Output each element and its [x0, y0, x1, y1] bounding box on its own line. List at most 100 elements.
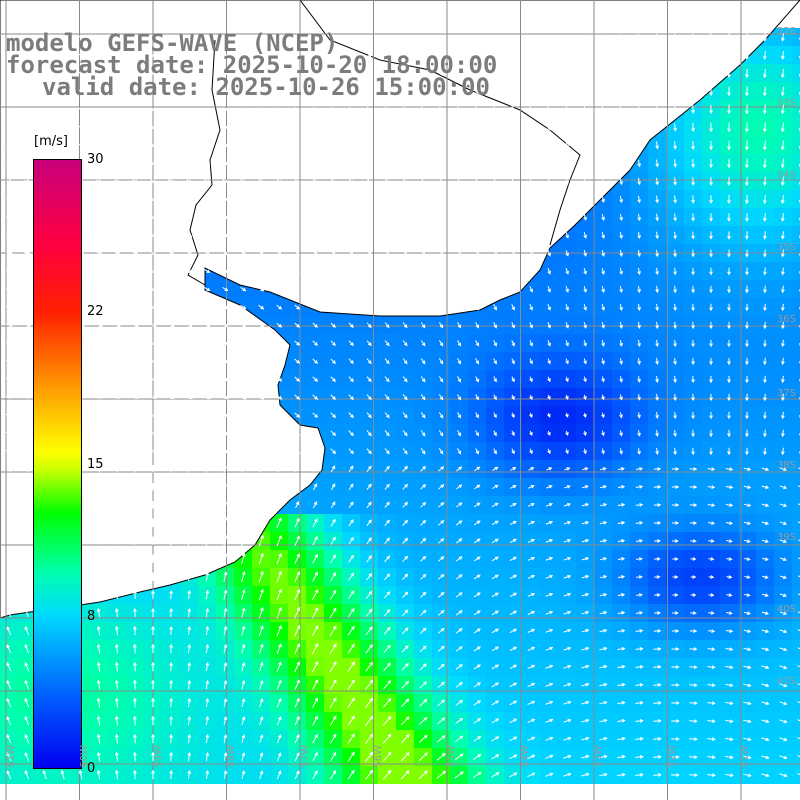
wind-vector-arrow	[60, 107, 67, 111]
wind-vector-arrow	[294, 715, 300, 726]
lat-label: 33S	[776, 98, 796, 109]
wind-vector-arrow	[223, 482, 228, 491]
wind-vector-arrow	[509, 700, 518, 706]
wind-vector-arrow	[222, 268, 229, 274]
wind-vector-arrow	[24, 715, 30, 726]
wind-vector-arrow	[348, 501, 354, 509]
wind-vector-arrow	[131, 359, 139, 364]
wind-vector-arrow	[420, 340, 426, 347]
wind-vector-arrow	[24, 500, 29, 509]
wind-vector-arrow	[761, 737, 770, 742]
wind-vector-arrow	[133, 733, 137, 744]
wind-vector-arrow	[725, 683, 734, 688]
wind-vector-arrow	[781, 447, 785, 456]
wind-vector-arrow	[312, 304, 318, 310]
wind-vector-arrow	[761, 719, 770, 724]
wind-vector-arrow	[222, 340, 229, 346]
wind-vector-arrow	[511, 340, 515, 347]
wind-vector-arrow	[96, 107, 103, 111]
wind-vector-arrow	[563, 700, 572, 705]
wind-vector-arrow	[276, 697, 282, 708]
wind-vector-arrow	[637, 321, 641, 330]
wind-vector-arrow	[779, 683, 788, 688]
wind-vector-arrow	[565, 340, 569, 347]
wind-vector-arrow	[384, 322, 390, 329]
wind-vector-arrow	[637, 51, 641, 60]
wind-vector-arrow	[617, 700, 626, 705]
wind-vector-arrow	[510, 467, 517, 471]
wind-vector-arrow	[457, 358, 462, 365]
wind-vector-arrow	[763, 285, 767, 294]
wind-vector-arrow	[402, 465, 408, 472]
wind-vector-arrow	[347, 769, 355, 780]
lon-label: 55W	[446, 745, 457, 768]
wind-vector-arrow	[133, 607, 137, 618]
wind-vector-arrow	[167, 359, 175, 363]
wind-vector-arrow	[384, 106, 390, 112]
wind-vector-arrow	[6, 482, 11, 491]
wind-vector-arrow	[149, 359, 157, 364]
wind-vector-arrow	[637, 69, 641, 78]
wind-vector-arrow	[583, 231, 587, 239]
wind-vector-arrow	[545, 736, 554, 741]
wind-vector-arrow	[529, 448, 533, 455]
lat-label: 37S	[776, 388, 796, 399]
wind-vector-arrow	[402, 537, 409, 544]
wind-vector-arrow	[599, 556, 608, 561]
wind-vector-arrow	[150, 197, 157, 201]
wind-vector-arrow	[565, 34, 569, 41]
wind-vector-arrow	[725, 467, 734, 471]
wind-vector-arrow	[115, 482, 119, 491]
wind-vector-arrow	[653, 737, 662, 741]
wind-vector-arrow	[745, 429, 749, 438]
wind-vector-arrow	[151, 625, 155, 636]
wind-vector-arrow	[583, 52, 587, 59]
wind-vector-arrow	[185, 413, 193, 418]
wind-vector-arrow	[185, 430, 193, 436]
wind-vector-arrow	[420, 358, 426, 365]
wind-vector-arrow	[511, 250, 515, 257]
wind-vector-arrow	[131, 323, 139, 327]
wind-vector-arrow	[511, 304, 515, 311]
wind-vector-arrow	[365, 769, 374, 780]
wind-vector-arrow	[24, 35, 31, 39]
wind-vector-arrow	[689, 485, 698, 489]
wind-vector-arrow	[258, 107, 264, 112]
lat-label: 32S	[776, 26, 796, 37]
wind-vector-arrow	[727, 158, 731, 169]
wind-vector-arrow	[672, 539, 679, 543]
wind-vector-arrow	[779, 593, 787, 598]
wind-vector-arrow	[565, 178, 569, 185]
wind-vector-arrow	[151, 679, 155, 690]
wind-vector-arrow	[330, 501, 336, 509]
wind-vector-arrow	[601, 394, 605, 401]
wind-vector-arrow	[240, 304, 247, 310]
wind-vector-arrow	[529, 286, 533, 293]
wind-vector-arrow	[384, 250, 390, 257]
wind-vector-arrow	[222, 107, 229, 112]
wind-vector-arrow	[205, 607, 210, 618]
wind-vector-arrow	[691, 429, 695, 438]
wind-vector-arrow	[491, 628, 499, 634]
wind-vector-arrow	[78, 89, 85, 93]
wind-vector-arrow	[691, 393, 695, 402]
wind-vector-arrow	[797, 647, 800, 650]
wind-vector-arrow	[24, 518, 29, 527]
wind-vector-arrow	[761, 755, 770, 760]
wind-vector-arrow	[258, 376, 265, 382]
wind-vector-arrow	[438, 502, 445, 508]
wind-speed-cell	[792, 280, 800, 298]
wind-vector-arrow	[493, 394, 497, 401]
wind-vector-arrow	[763, 267, 767, 276]
wind-vector-arrow	[241, 482, 246, 491]
wind-vector-arrow	[457, 34, 461, 41]
wind-vector-arrow	[439, 268, 444, 275]
wind-vector-arrow	[348, 304, 354, 310]
wind-vector-arrow	[745, 51, 749, 60]
wind-vector-arrow	[439, 34, 443, 41]
wind-vector-arrow	[204, 89, 211, 93]
wind-vector-arrow	[114, 751, 119, 762]
wind-vector-arrow	[761, 467, 770, 472]
wind-vector-arrow	[528, 467, 535, 471]
